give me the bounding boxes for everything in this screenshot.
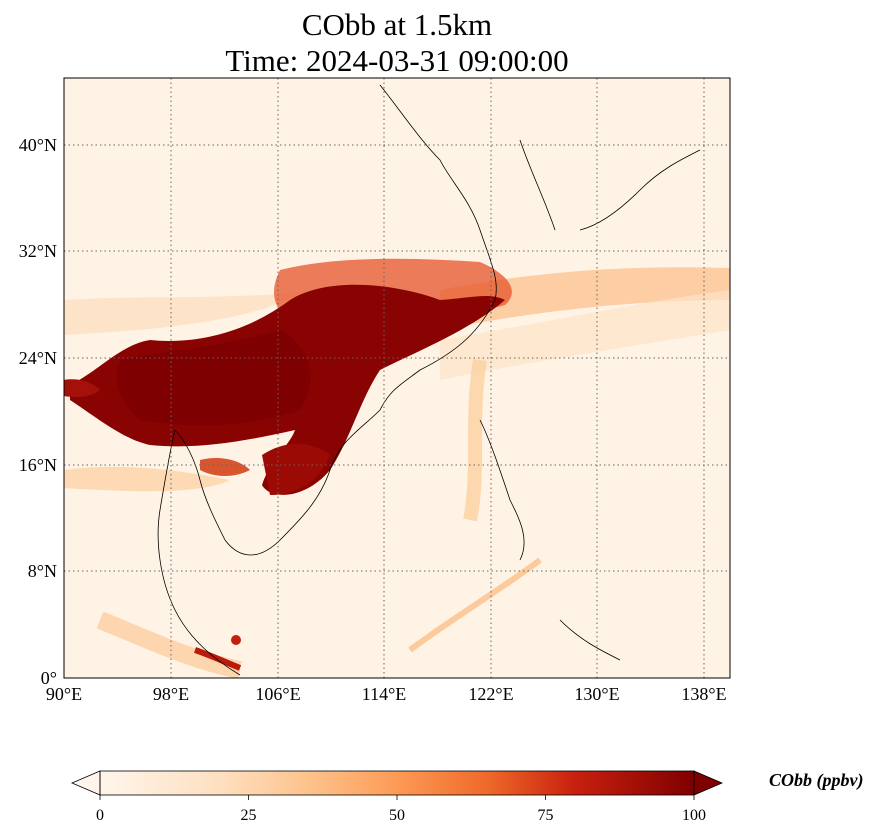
y-axis: 0° 8°N 16°N 24°N 32°N 40°N (19, 135, 57, 688)
colorbar-label: CObb (ppbv) (769, 770, 864, 790)
y-tick-label: 24°N (19, 348, 57, 368)
map-frame (63, 77, 731, 679)
colorbar-extend-low (70, 770, 101, 796)
y-tick-label: 32°N (19, 241, 57, 261)
concentration-field (64, 258, 730, 678)
coastlines (157, 84, 701, 676)
x-tick-label: 106°E (255, 684, 300, 704)
map-title: CObb at 1.5km (301, 7, 493, 42)
colorbar-tick-label: 100 (682, 807, 706, 824)
x-tick-label: 130°E (574, 684, 619, 704)
map-subtitle-time: Time: 2024-03-31 09:00:00 (225, 43, 569, 78)
x-tick-label: 122°E (468, 684, 513, 704)
x-tick-label: 90°E (46, 684, 82, 704)
x-axis: 90°E 98°E 106°E 114°E 122°E 130°E 138°E (46, 684, 727, 704)
colorbar-tick-label: 50 (389, 807, 405, 824)
x-tick-label: 98°E (153, 684, 189, 704)
colorbar-tick-label: 75 (538, 807, 554, 824)
y-tick-label: 0° (41, 668, 57, 688)
colorbar-tick-label: 0 (96, 807, 104, 824)
y-tick-label: 40°N (19, 135, 57, 155)
x-tick-label: 138°E (681, 684, 726, 704)
x-tick-label: 114°E (362, 684, 407, 704)
colorbar-gradient (100, 771, 694, 795)
gridlines (64, 78, 730, 678)
y-tick-label: 8°N (28, 561, 57, 581)
y-tick-label: 16°N (19, 455, 57, 475)
colorbar: 0 25 50 75 100 (70, 770, 724, 824)
colorbar-tick-label: 25 (241, 807, 257, 824)
colorbar-extend-high (693, 770, 724, 796)
